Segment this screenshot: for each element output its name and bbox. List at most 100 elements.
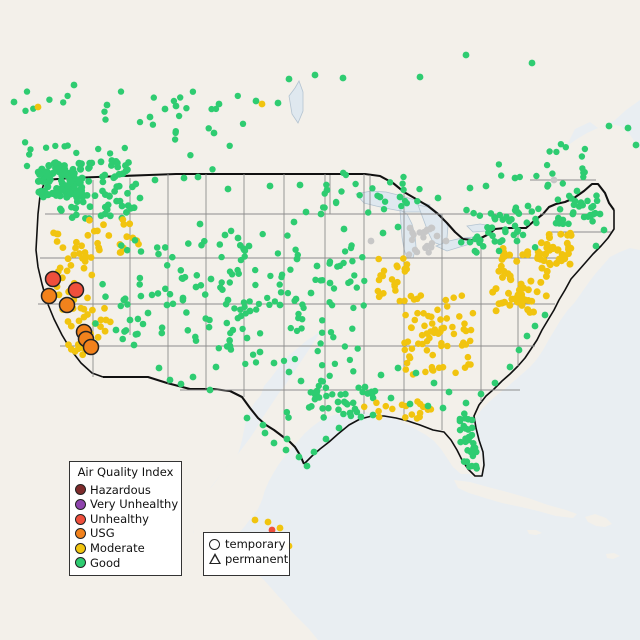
station-marker[interactable] [466,238,474,246]
station-marker[interactable] [155,364,163,372]
station-marker[interactable] [196,220,204,228]
station-marker[interactable] [91,192,99,200]
station-marker[interactable] [201,237,208,245]
station-marker[interactable] [123,246,131,254]
station-marker[interactable] [403,359,411,367]
station-marker[interactable] [72,244,79,252]
station-marker[interactable] [101,327,109,335]
station-marker[interactable] [239,325,246,333]
station-marker[interactable] [92,320,99,327]
station-marker[interactable] [270,359,278,367]
station-marker[interactable] [280,357,288,364]
station-marker[interactable] [84,231,92,239]
station-marker[interactable] [106,150,114,157]
station-marker[interactable] [373,399,380,407]
station-marker[interactable] [347,244,355,252]
station-marker[interactable] [469,309,477,317]
station-marker[interactable] [545,231,553,238]
station-marker[interactable] [403,200,410,207]
station-marker[interactable] [177,94,184,101]
station-marker[interactable] [44,183,52,191]
station-marker[interactable] [290,218,298,226]
station-marker[interactable] [215,345,222,352]
station-marker[interactable] [330,285,338,292]
station-marker[interactable] [36,170,44,178]
station-marker[interactable] [60,99,67,106]
station-marker[interactable] [335,424,343,432]
station-marker[interactable] [517,280,525,288]
station-marker[interactable] [39,177,47,185]
station-marker[interactable] [246,298,253,305]
station-marker[interactable] [59,186,66,194]
station-marker[interactable] [422,244,429,251]
station-marker[interactable] [80,313,88,321]
station-marker[interactable] [317,340,324,347]
station-marker[interactable] [468,424,476,432]
station-marker[interactable] [491,379,499,387]
station-marker[interactable] [360,403,368,411]
station-marker[interactable] [101,191,109,199]
highlighted-station-marker[interactable] [40,287,58,305]
station-marker[interactable] [330,334,337,341]
station-marker[interactable] [505,289,512,297]
station-marker[interactable] [136,118,144,126]
station-marker[interactable] [146,113,154,121]
station-marker[interactable] [42,144,50,151]
station-marker[interactable] [287,324,294,332]
station-marker[interactable] [495,247,503,255]
station-marker[interactable] [462,399,470,407]
station-marker[interactable] [77,304,85,312]
station-marker[interactable] [64,142,71,149]
station-marker[interactable] [67,262,75,269]
station-marker[interactable] [354,345,361,352]
station-marker[interactable] [276,524,284,532]
station-marker[interactable] [402,414,409,421]
station-marker[interactable] [259,421,267,429]
station-marker[interactable] [169,253,176,261]
station-marker[interactable] [283,408,291,416]
station-marker[interactable] [61,165,69,173]
station-marker[interactable] [411,316,419,324]
station-marker[interactable] [10,98,18,106]
station-marker[interactable] [511,295,519,303]
station-marker[interactable] [99,173,106,181]
station-marker[interactable] [589,218,596,225]
station-marker[interactable] [414,198,421,205]
station-marker[interactable] [433,232,441,240]
station-marker[interactable] [120,221,128,228]
station-marker[interactable] [122,327,130,334]
station-marker[interactable] [258,100,266,108]
station-marker[interactable] [241,247,249,254]
station-marker[interactable] [100,221,107,229]
station-marker[interactable] [407,292,415,300]
station-marker[interactable] [189,373,197,381]
station-marker[interactable] [524,202,532,210]
station-marker[interactable] [252,97,260,105]
station-marker[interactable] [450,330,458,338]
station-marker[interactable] [470,209,477,217]
station-marker[interactable] [293,255,301,263]
station-marker[interactable] [311,71,319,79]
station-marker[interactable] [149,121,157,128]
station-marker[interactable] [565,220,572,228]
station-marker[interactable] [592,242,600,250]
station-marker[interactable] [313,387,321,395]
station-marker[interactable] [26,151,33,158]
station-marker[interactable] [452,369,459,377]
station-marker[interactable] [593,197,601,205]
station-marker[interactable] [148,291,156,299]
station-marker[interactable] [495,161,503,168]
station-marker[interactable] [315,382,322,390]
station-marker[interactable] [322,384,330,392]
station-marker[interactable] [210,129,218,137]
station-marker[interactable] [305,404,313,411]
station-marker[interactable] [562,144,569,151]
station-marker[interactable] [442,237,450,245]
station-marker[interactable] [187,152,194,159]
station-marker[interactable] [367,237,375,245]
station-marker[interactable] [406,224,414,232]
station-marker[interactable] [554,196,562,203]
station-marker[interactable] [624,124,632,132]
station-marker[interactable] [150,94,157,101]
station-marker[interactable] [88,271,96,279]
